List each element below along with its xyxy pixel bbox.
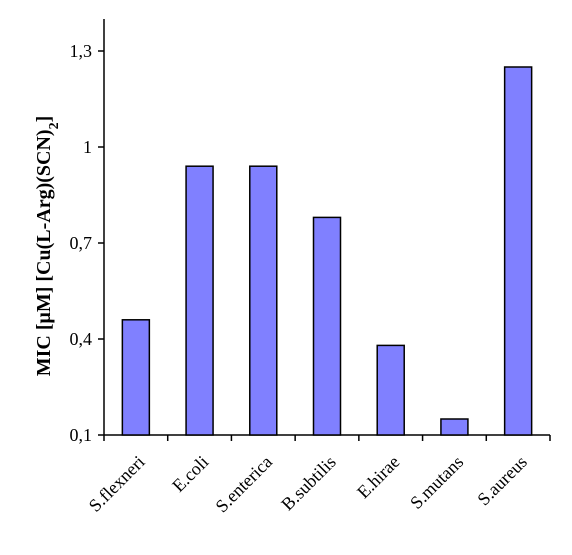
plot-area: 0,1 0,4 0,7 1 1,3 S.flexneri E.coli S.enterica B…: [70, 19, 551, 516]
bar-e-hirae: [376, 344, 405, 436]
bar-b-subtilis: [312, 216, 342, 436]
x-category-label: S.aureus: [473, 452, 531, 510]
y-tick-label: 1: [83, 137, 92, 157]
x-category-label: S.enterica: [211, 452, 276, 517]
x-category-label: S.flexneri: [85, 452, 149, 516]
bar-s-aureus: [503, 66, 533, 436]
x-category-label: B.subtilis: [277, 452, 340, 515]
y-tick-label: 0,7: [70, 233, 93, 253]
y-axis-title: MIC [μM] [Cu(L-Arg)(SCN)2]: [33, 116, 62, 377]
bar-e-coli: [185, 165, 214, 436]
bar-s-mutans: [440, 418, 469, 436]
bar-s-enterica: [249, 165, 278, 436]
y-tick-label: 1,3: [70, 41, 93, 61]
y-tick-label: 0,4: [70, 329, 93, 349]
y-tick-label: 0,1: [70, 425, 93, 445]
x-category-label: E.coli: [168, 452, 212, 496]
x-category-label: S.mutans: [406, 452, 467, 513]
y-axis-title-main: MIC [μM] [Cu(L-Arg)(SCN): [33, 129, 55, 376]
x-category-label: E.hirae: [353, 452, 404, 503]
y-axis-title-close: ]: [33, 116, 55, 123]
y-axis-title-subscript: 2: [47, 122, 62, 129]
bar-s-flexneri: [121, 319, 151, 436]
